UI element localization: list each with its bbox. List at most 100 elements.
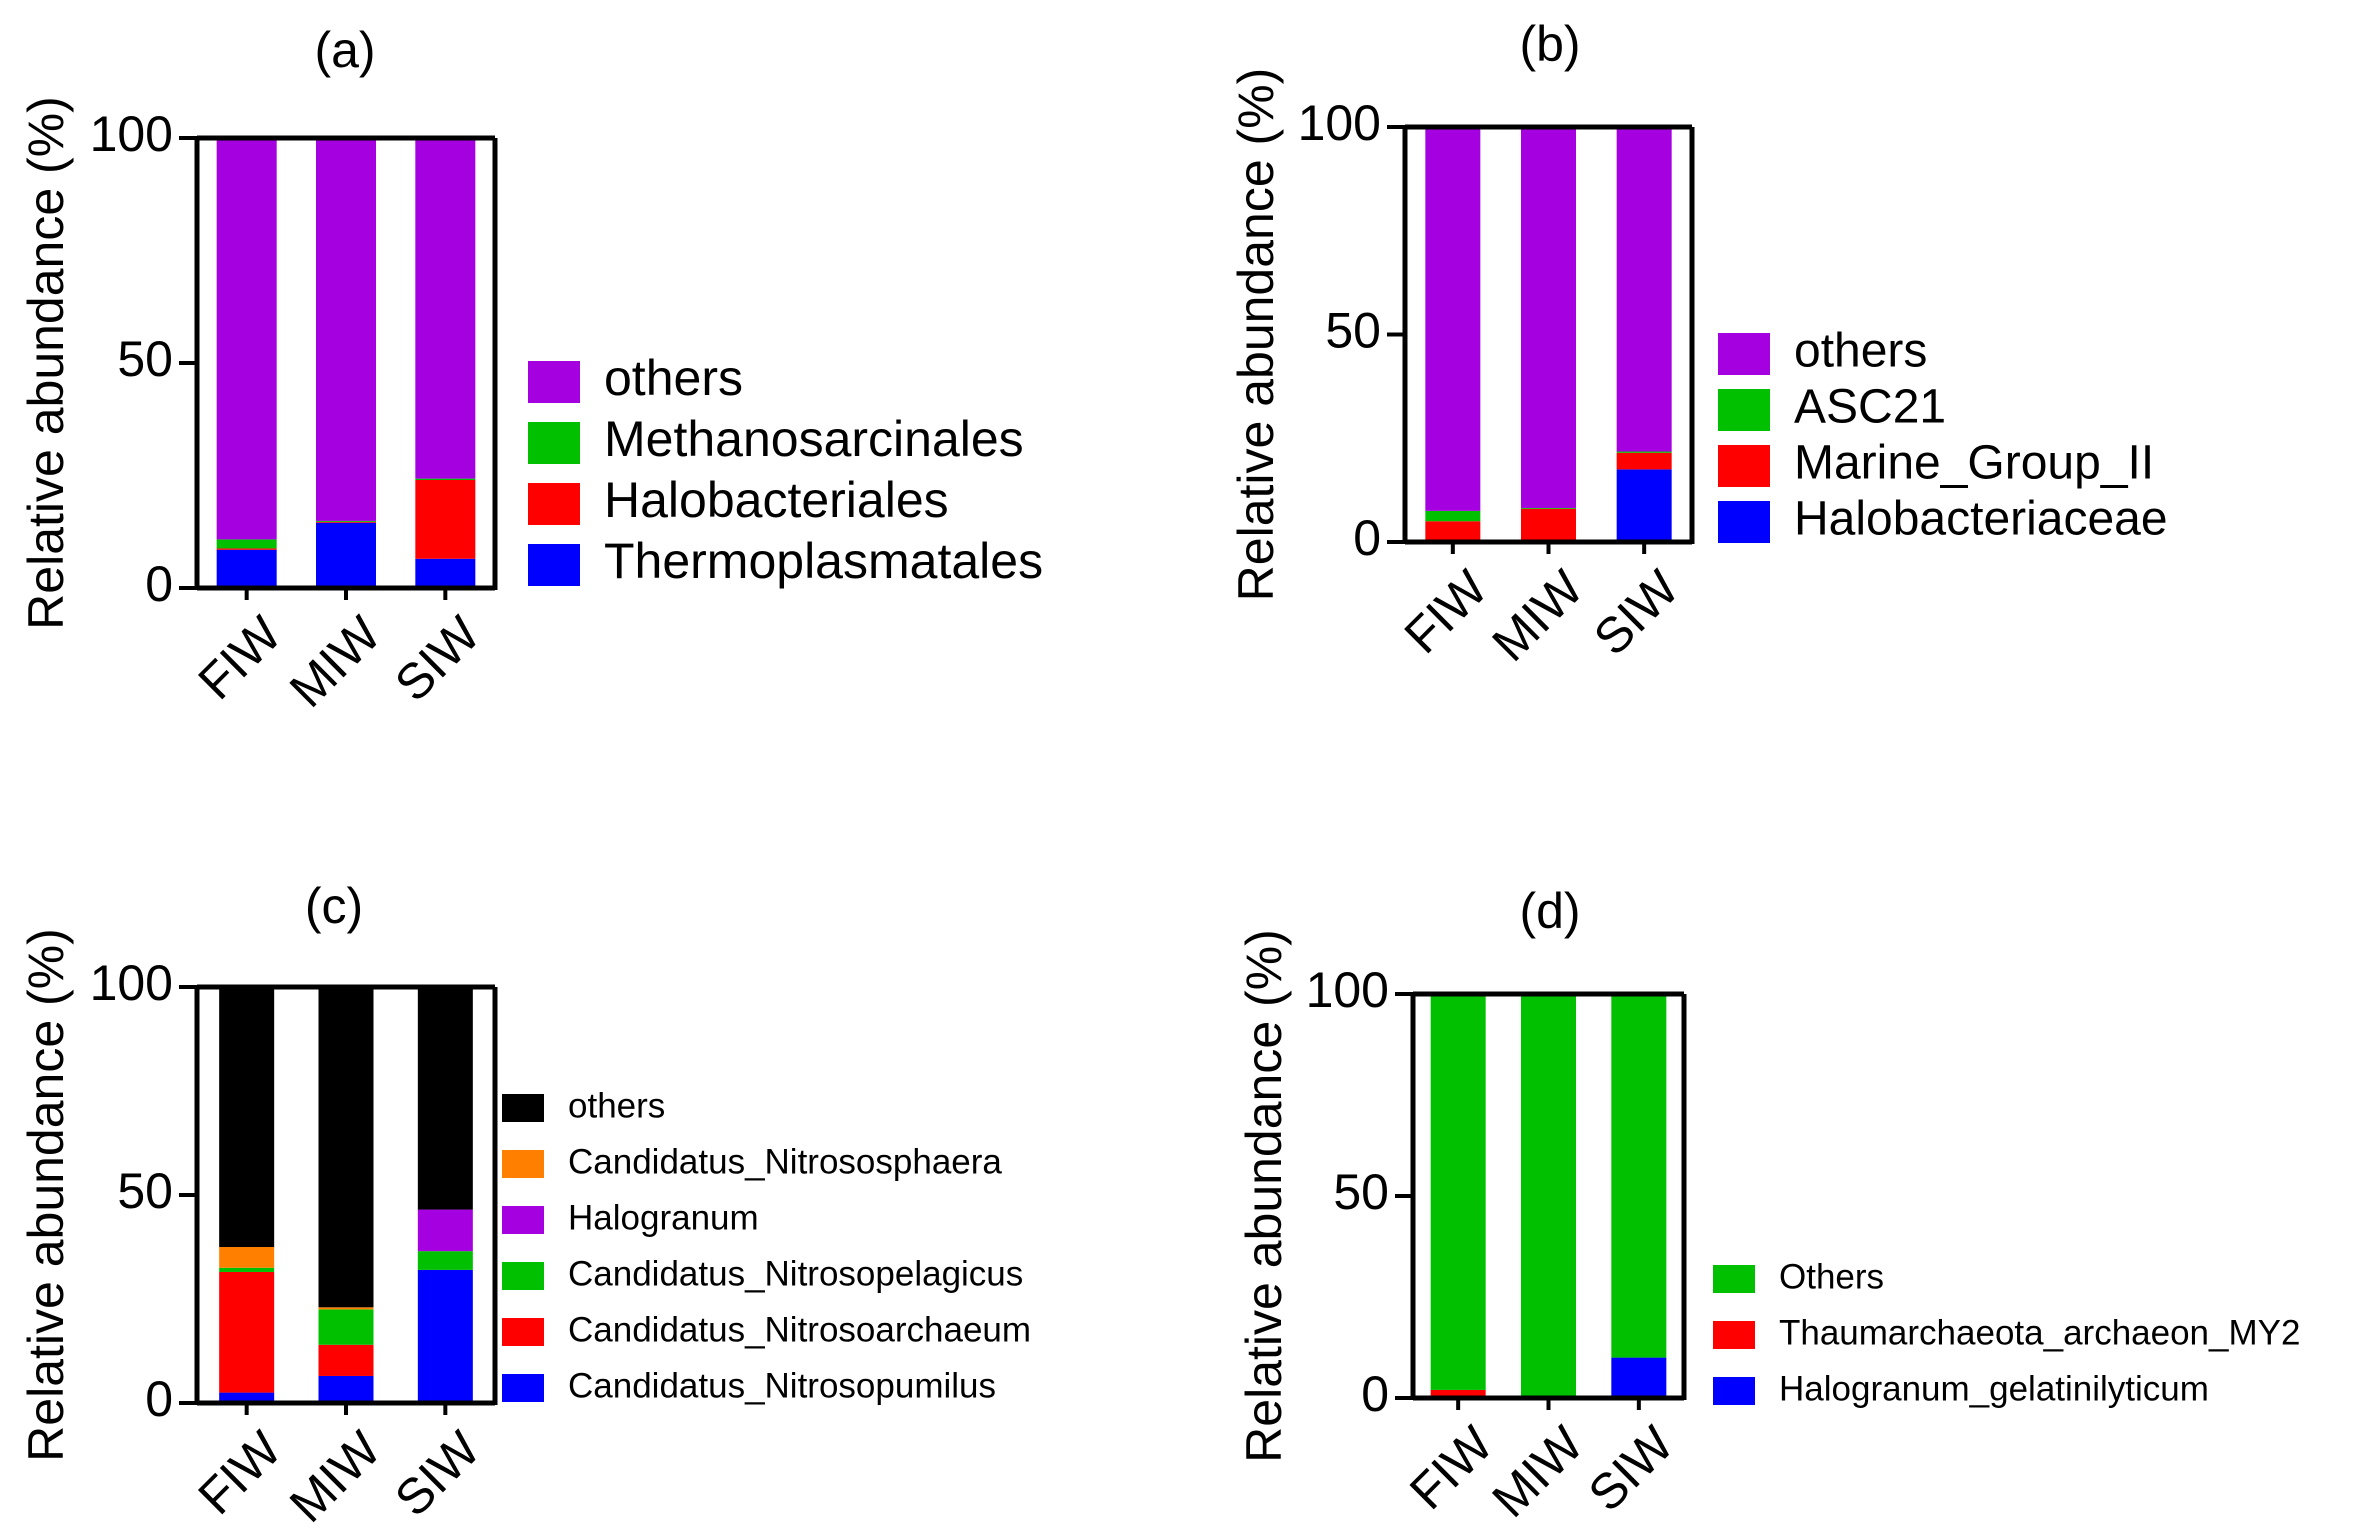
legend-label-candidatus-nitrosopumilus: Candidatus_Nitrosopumilus xyxy=(568,1366,996,1405)
bar-siw-others xyxy=(417,987,473,1210)
bar-fiw-methanosarcinales xyxy=(216,539,277,549)
legend-swatch-asc21 xyxy=(1718,389,1770,431)
legend-swatch-others xyxy=(528,361,580,403)
x-tick-label: SIW xyxy=(384,605,491,712)
y-tick-label: 0 xyxy=(145,556,173,612)
legend-swatch-candidatus-nitrosopumilus xyxy=(502,1374,544,1402)
y-tick-label: 0 xyxy=(1361,1366,1389,1422)
y-tick-label: 100 xyxy=(90,106,173,162)
legend-label-others: Others xyxy=(1779,1257,1884,1296)
x-tick-label: FIW xyxy=(1394,559,1499,664)
y-tick-label: 50 xyxy=(1333,1164,1389,1220)
bar-miw-marine-group-ii xyxy=(1521,508,1576,541)
bar-fiw-others xyxy=(219,987,275,1247)
x-tick-label: SIW xyxy=(1583,559,1690,666)
bar-fiw-marine-group-ii xyxy=(1425,521,1481,540)
bar-fiw-candidatus-nitrosopumilus xyxy=(219,1392,275,1403)
legend-label-others: others xyxy=(568,1086,665,1125)
bar-miw-asc21 xyxy=(1521,507,1576,509)
bar-fiw-candidatus-nitrosoarchaeum xyxy=(219,1271,275,1393)
legend-label-halobacteriales: Halobacteriales xyxy=(604,472,949,528)
bar-fiw-candidatus-nitrososphaera xyxy=(219,1247,275,1268)
legend-swatch-halobacteriales xyxy=(528,483,580,525)
bar-fiw-thermoplasmatales xyxy=(216,549,277,588)
chart-title: (c) xyxy=(305,878,363,934)
y-axis-label: Relative abundance (%) xyxy=(1236,929,1292,1463)
legend-swatch-thermoplasmatales xyxy=(528,544,580,586)
x-tick-label: FIW xyxy=(188,605,293,710)
bar-siw-asc21 xyxy=(1616,451,1672,453)
x-tick-label: FIW xyxy=(1399,1415,1504,1520)
chart-title: (d) xyxy=(1519,883,1580,939)
bar-fiw-others xyxy=(1425,127,1481,511)
bar-miw-others xyxy=(1521,127,1576,508)
legend-swatch-others xyxy=(502,1094,544,1122)
legend-swatch-halogranum xyxy=(502,1206,544,1234)
bar-siw-methanosarcinales xyxy=(415,478,476,480)
bar-fiw-candidatus-nitrosopelagicus xyxy=(219,1267,275,1272)
y-tick-label: 100 xyxy=(1306,962,1389,1018)
legend-label-halogranum-gelatinilyticum: Halogranum_gelatinilyticum xyxy=(1779,1369,2209,1408)
x-tick-label: MIW xyxy=(279,1420,392,1528)
bar-siw-halobacteriales xyxy=(415,480,476,559)
bar-fiw-asc21 xyxy=(1425,510,1481,522)
y-tick-label: 100 xyxy=(1298,95,1381,151)
x-tick-label: FIW xyxy=(188,1420,293,1525)
legend-swatch-candidatus-nitrososphaera xyxy=(502,1150,544,1178)
bar-miw-candidatus-nitrosoarchaeum xyxy=(318,1344,374,1376)
bar-miw-methanosarcinales xyxy=(316,520,376,522)
legend-swatch-marine-group-ii xyxy=(1718,445,1770,487)
bar-fiw-others xyxy=(1430,994,1486,1390)
bar-miw-candidatus-nitrososphaera xyxy=(318,1307,374,1310)
bar-miw-others xyxy=(316,138,376,521)
bar-siw-others xyxy=(1616,127,1672,452)
bar-fiw-halobacteriales xyxy=(216,548,277,550)
y-tick-label: 50 xyxy=(117,1163,173,1219)
bar-miw-thermoplasmatales xyxy=(316,522,376,588)
legend-label-others: others xyxy=(1794,325,1927,378)
legend-label-thermoplasmatales: Thermoplasmatales xyxy=(604,533,1043,589)
legend-label-halogranum: Halogranum xyxy=(568,1198,759,1237)
chart-title: (b) xyxy=(1519,16,1580,72)
bar-miw-candidatus-nitrosopelagicus xyxy=(318,1309,374,1345)
bar-siw-marine-group-ii xyxy=(1616,452,1672,470)
x-tick-label: MIW xyxy=(279,605,392,718)
y-tick-label: 0 xyxy=(1353,510,1381,566)
legend-swatch-candidatus-nitrosopelagicus xyxy=(502,1262,544,1290)
legend-swatch-halobacteriaceae xyxy=(1718,501,1770,543)
bar-siw-halogranum-gelatinilyticum xyxy=(1611,1357,1667,1398)
legend-swatch-thaumarchaeota-archaeon-my2 xyxy=(1713,1321,1755,1349)
x-tick-label: SIW xyxy=(1578,1415,1685,1522)
bar-miw-others xyxy=(318,987,374,1308)
y-axis-label: Relative abundance (%) xyxy=(1228,68,1284,602)
legend-label-candidatus-nitrosopelagicus: Candidatus_Nitrosopelagicus xyxy=(568,1254,1023,1293)
legend-label-others: others xyxy=(604,350,743,406)
x-tick-label: MIW xyxy=(1481,1415,1594,1528)
legend-swatch-others xyxy=(1718,333,1770,375)
bar-siw-halobacteriaceae xyxy=(1616,469,1672,542)
legend-label-thaumarchaeota-archaeon-my2: Thaumarchaeota_archaeon_MY2 xyxy=(1779,1313,2300,1352)
legend-label-marine-group-ii: Marine_Group_II xyxy=(1794,437,2154,490)
legend-label-methanosarcinales: Methanosarcinales xyxy=(604,411,1024,467)
y-axis-label: Relative abundance (%) xyxy=(18,928,74,1462)
legend-label-halobacteriaceae: Halobacteriaceae xyxy=(1794,493,2168,546)
bar-fiw-others xyxy=(216,138,277,540)
bar-fiw-thaumarchaeota-archaeon-my2 xyxy=(1430,1389,1486,1398)
chart-title: (a) xyxy=(314,22,375,78)
legend-label-candidatus-nitrosoarchaeum: Candidatus_Nitrosoarchaeum xyxy=(568,1310,1031,1349)
legend-label-asc21: ASC21 xyxy=(1794,381,1946,434)
y-tick-label: 100 xyxy=(90,955,173,1011)
bar-miw-others xyxy=(1521,994,1576,1398)
legend-label-candidatus-nitrososphaera: Candidatus_Nitrososphaera xyxy=(568,1142,1002,1181)
legend-swatch-halogranum-gelatinilyticum xyxy=(1713,1377,1755,1405)
bar-siw-halogranum xyxy=(417,1209,473,1252)
bar-siw-others xyxy=(1611,994,1667,1358)
bar-siw-others xyxy=(415,138,476,479)
y-tick-label: 0 xyxy=(145,1371,173,1427)
bar-siw-thermoplasmatales xyxy=(415,558,476,588)
